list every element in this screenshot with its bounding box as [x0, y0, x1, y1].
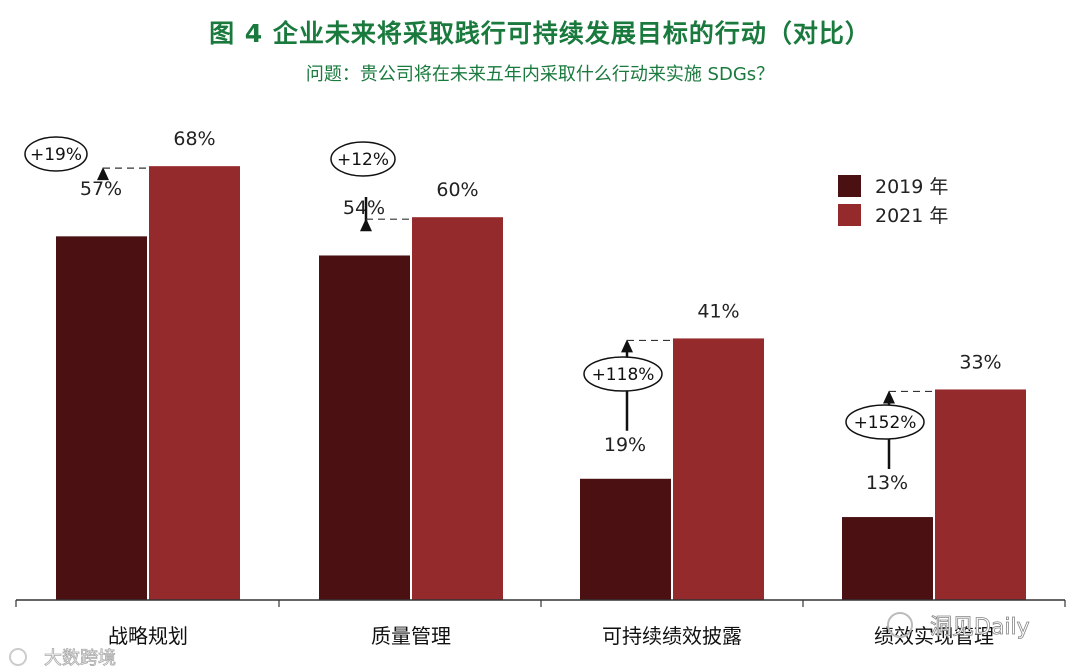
arrow-head [883, 390, 895, 404]
change-badge [583, 356, 663, 392]
category-label: 质量管理 [371, 624, 451, 648]
bar-2021-4 [935, 389, 1026, 600]
change-label: +12% [337, 150, 389, 170]
legend-label: 2021 年 [875, 205, 948, 227]
arrow-head [621, 339, 633, 353]
change-badge [330, 141, 396, 177]
change-badge [845, 404, 925, 440]
change-label: +19% [30, 145, 82, 165]
value-label-2021: 60% [436, 179, 478, 201]
value-label-2021: 41% [697, 300, 739, 322]
value-label-2019: 57% [80, 178, 122, 200]
value-label-2019: 13% [866, 472, 908, 494]
watermark-left: 大数跨境 [44, 648, 116, 669]
legend-swatch-2019 [838, 175, 861, 197]
bar-2019-2 [319, 255, 410, 601]
watermark-logo-icon [9, 648, 27, 666]
value-label-2019: 19% [604, 434, 646, 456]
category-label: 战略规划 [108, 624, 188, 648]
bar-2019-3 [580, 478, 671, 600]
change-label: +118% [592, 365, 655, 385]
watermark-right: 洞见Daily [930, 615, 1030, 640]
bar-2021-1 [149, 166, 240, 600]
legend-label: 2019 年 [875, 176, 948, 198]
bar-2019-4 [842, 517, 933, 600]
change-badge [24, 136, 88, 172]
value-label-2019: 54% [343, 197, 385, 219]
arrow-head [360, 218, 372, 232]
wechat-icon [887, 612, 913, 638]
chart-subtitle: 问题：贵公司将在未来五年内采取什么行动来实施 SDGs？ [305, 64, 775, 85]
bar-2019-1 [56, 236, 147, 600]
category-label: 可持续绩效披露 [602, 624, 742, 648]
arrow-head [97, 167, 109, 181]
change-label: +152% [854, 413, 917, 433]
bar-2021-2 [412, 217, 503, 600]
chart-title: 图 4 企业未来将采取践行可持续发展目标的行动（对比） [209, 19, 871, 48]
legend-swatch-2021 [838, 204, 861, 226]
value-label-2021: 33% [959, 351, 1001, 373]
value-label-2021: 68% [173, 128, 215, 150]
bar-2021-3 [673, 338, 764, 600]
